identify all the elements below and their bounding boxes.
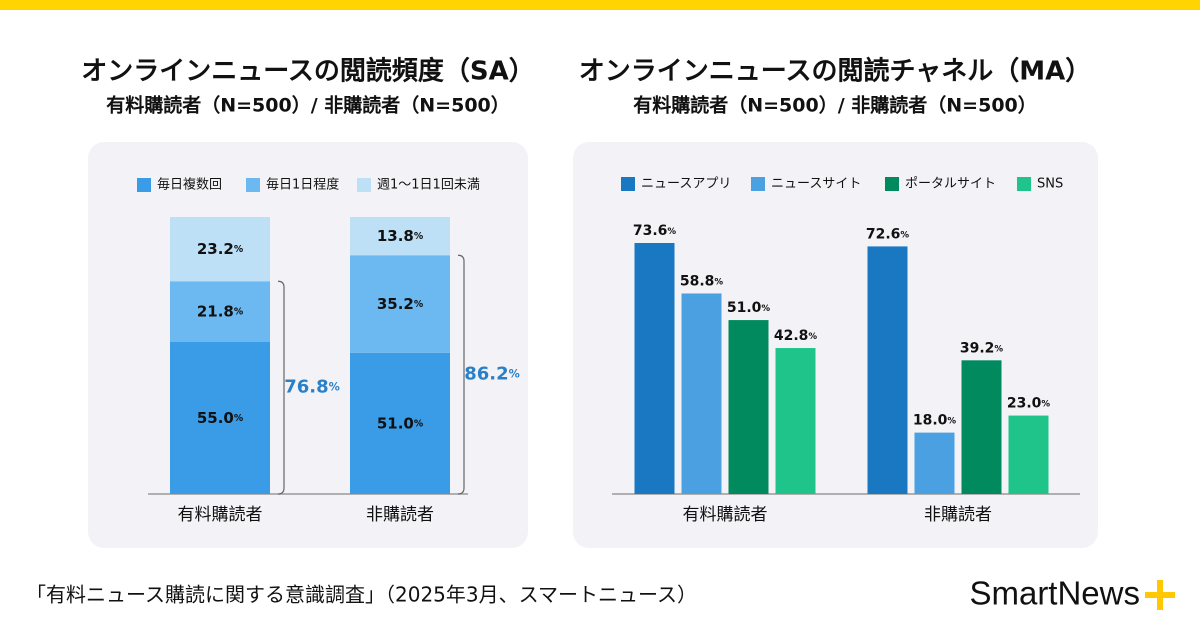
bar-segment bbox=[350, 217, 450, 256]
x-tick-label: 非購読者 bbox=[924, 505, 992, 525]
legend-swatch bbox=[621, 177, 635, 191]
chart-subtitle: 有料購読者（N=500）/ 非購読者（N=500） bbox=[633, 94, 1037, 117]
legend-swatch bbox=[246, 178, 260, 192]
bar bbox=[728, 320, 769, 494]
value-label: 13.8% bbox=[377, 227, 424, 245]
bar bbox=[775, 348, 816, 494]
legend-label: SNS bbox=[1037, 177, 1063, 192]
bar-segment bbox=[170, 281, 270, 342]
bracket-label: 76.8% bbox=[284, 377, 340, 398]
legend-swatch bbox=[751, 177, 765, 191]
value-label: 18.0% bbox=[913, 413, 957, 429]
bar-segment bbox=[350, 255, 450, 353]
value-label: 21.8% bbox=[197, 302, 244, 320]
bar-segment bbox=[350, 352, 450, 494]
value-label: 51.0% bbox=[377, 414, 424, 432]
legend-swatch bbox=[1017, 177, 1031, 191]
top-strip bbox=[0, 0, 1200, 10]
bar bbox=[1008, 415, 1049, 494]
value-label: 23.0% bbox=[1007, 396, 1051, 412]
bar bbox=[634, 243, 675, 494]
legend-swatch bbox=[357, 178, 371, 192]
value-label: 58.8% bbox=[680, 273, 724, 289]
source: 「有料ニュース購読に関する意識調査」（2025年3月、スマートニュース） bbox=[26, 583, 697, 607]
panel bbox=[88, 142, 528, 548]
value-label: 23.2% bbox=[197, 240, 244, 258]
legend-label: ニュースサイト bbox=[771, 177, 861, 192]
x-tick-label: 有料購読者 bbox=[178, 505, 263, 525]
value-label: 72.6% bbox=[866, 226, 910, 242]
value-label: 51.0% bbox=[727, 300, 771, 316]
value-label: 42.8% bbox=[774, 328, 818, 344]
legend-swatch bbox=[137, 178, 151, 192]
value-label: 35.2% bbox=[377, 294, 424, 312]
bar-segment bbox=[170, 341, 270, 494]
chart-subtitle: 有料購読者（N=500）/ 非購読者（N=500） bbox=[106, 94, 510, 117]
bar bbox=[867, 246, 908, 494]
x-tick-label: 有料購読者 bbox=[683, 505, 768, 525]
bar bbox=[961, 360, 1002, 494]
legend-swatch bbox=[885, 177, 899, 191]
chart-title: オンラインニュースの閲読チャネル（MA） bbox=[579, 56, 1091, 87]
legend-label: ニュースアプリ bbox=[641, 177, 731, 192]
chart-title: オンラインニュースの閲読頻度（SA） bbox=[81, 56, 535, 87]
bracket bbox=[457, 254, 465, 495]
bar bbox=[681, 293, 722, 494]
value-label: 39.2% bbox=[960, 340, 1004, 356]
bracket-label: 86.2% bbox=[464, 364, 520, 385]
logo: SmartNews bbox=[969, 575, 1140, 612]
value-label: 73.6% bbox=[633, 223, 677, 239]
bracket bbox=[277, 280, 285, 495]
x-tick-label: 非購読者 bbox=[366, 505, 434, 525]
legend-label: ポータルサイト bbox=[905, 177, 996, 192]
legend-label: 週1〜1日1回未満 bbox=[377, 178, 480, 193]
legend-label: 毎日複数回 bbox=[157, 177, 222, 193]
legend-label: 毎日1日程度 bbox=[266, 177, 339, 193]
logo-plus bbox=[1145, 580, 1175, 610]
value-label: 55.0% bbox=[197, 408, 244, 426]
bar-segment bbox=[170, 217, 270, 282]
bar bbox=[914, 432, 955, 494]
